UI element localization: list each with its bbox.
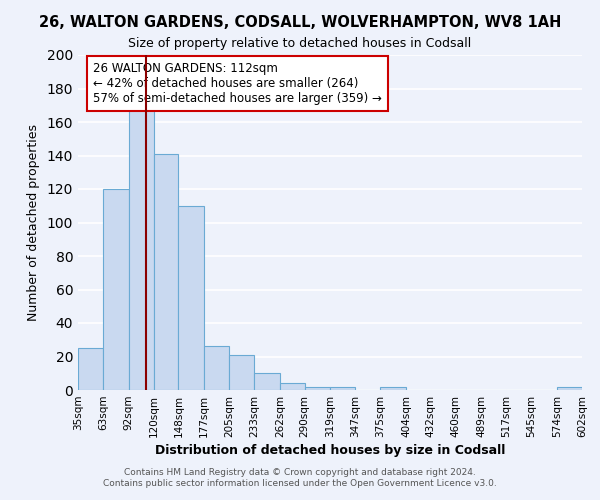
Bar: [380, 386, 406, 390]
Bar: [103, 189, 128, 390]
Y-axis label: Number of detached properties: Number of detached properties: [26, 124, 40, 321]
Bar: [305, 386, 331, 390]
Bar: [204, 346, 229, 390]
Bar: [280, 384, 305, 390]
Bar: [78, 348, 103, 390]
Bar: [128, 108, 154, 390]
Bar: [229, 355, 254, 390]
Bar: [154, 154, 178, 390]
Bar: [254, 373, 280, 390]
X-axis label: Distribution of detached houses by size in Codsall: Distribution of detached houses by size …: [155, 444, 505, 457]
Bar: [178, 206, 204, 390]
Bar: [331, 386, 355, 390]
Text: 26, WALTON GARDENS, CODSALL, WOLVERHAMPTON, WV8 1AH: 26, WALTON GARDENS, CODSALL, WOLVERHAMPT…: [39, 15, 561, 30]
Bar: [557, 386, 582, 390]
Text: 26 WALTON GARDENS: 112sqm
← 42% of detached houses are smaller (264)
57% of semi: 26 WALTON GARDENS: 112sqm ← 42% of detac…: [93, 62, 382, 104]
Text: Size of property relative to detached houses in Codsall: Size of property relative to detached ho…: [128, 38, 472, 51]
Text: Contains HM Land Registry data © Crown copyright and database right 2024.
Contai: Contains HM Land Registry data © Crown c…: [103, 468, 497, 487]
